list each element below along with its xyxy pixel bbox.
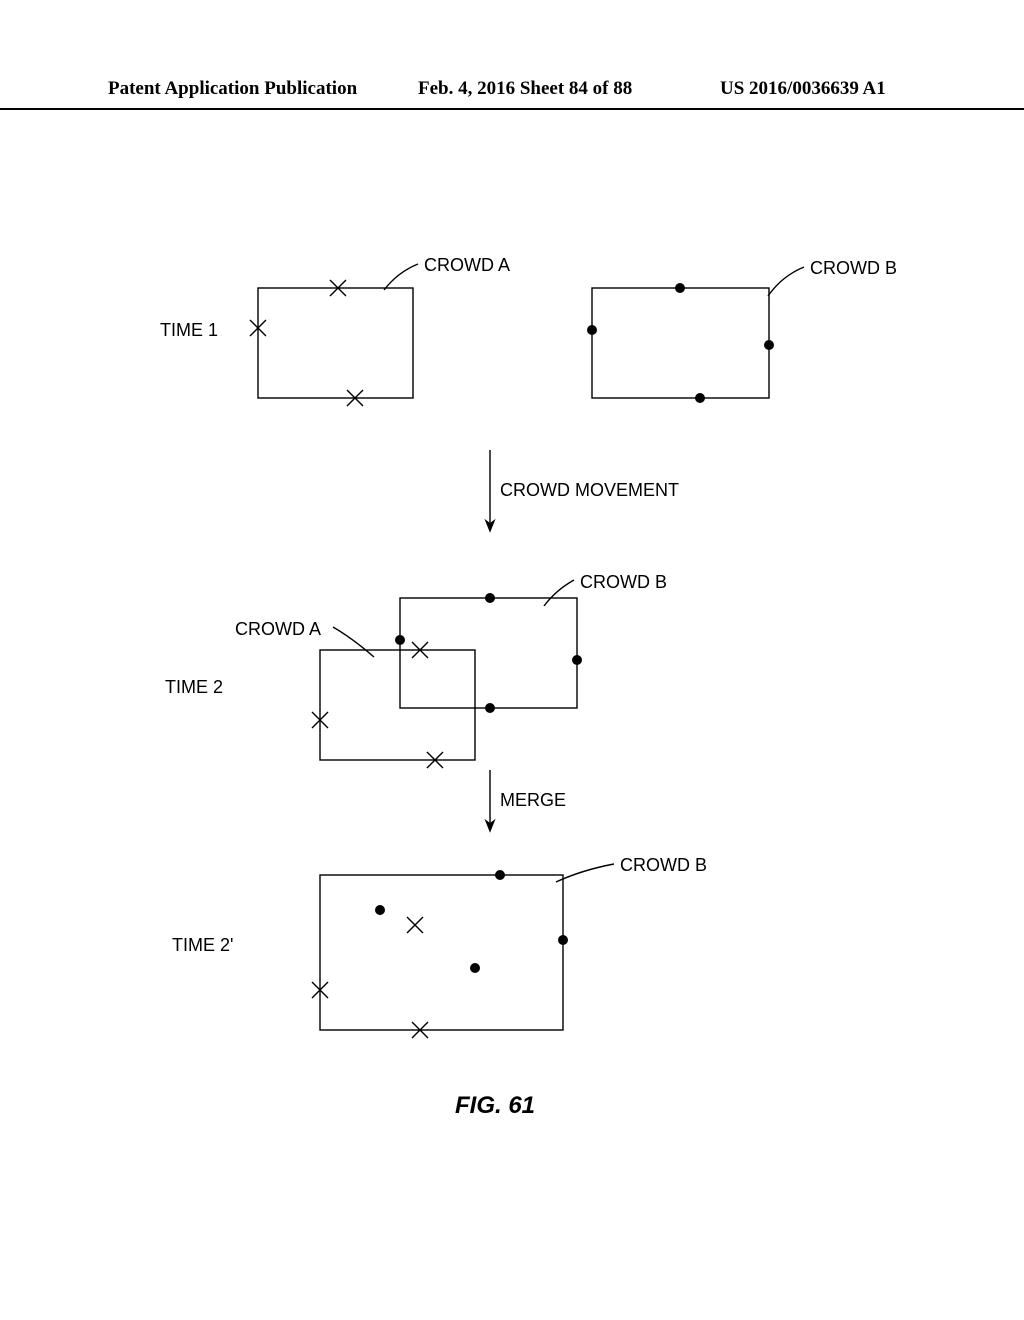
x-marker — [407, 917, 423, 933]
crowd-box-t2_A — [320, 650, 475, 760]
patent-page: Patent Application Publication Feb. 4, 2… — [0, 0, 1024, 1320]
leader-line — [556, 864, 614, 882]
diagram-svg — [0, 0, 1024, 1320]
dot-marker — [495, 870, 505, 880]
leader-line — [544, 580, 574, 606]
dot-marker — [485, 703, 495, 713]
dot-marker — [572, 655, 582, 665]
dot-marker — [375, 905, 385, 915]
dot-marker — [675, 283, 685, 293]
dot-marker — [395, 635, 405, 645]
crowd-box-t1_A — [258, 288, 413, 398]
leader-line — [333, 627, 374, 657]
dot-marker — [485, 593, 495, 603]
crowd-box-t3_B — [320, 875, 563, 1030]
dot-marker — [558, 935, 568, 945]
leader-line — [384, 264, 418, 290]
leader-line — [768, 267, 804, 296]
crowd-box-t1_B — [592, 288, 769, 398]
dot-marker — [587, 325, 597, 335]
dot-marker — [470, 963, 480, 973]
crowd-box-t2_B — [400, 598, 577, 708]
dot-marker — [695, 393, 705, 403]
dot-marker — [764, 340, 774, 350]
